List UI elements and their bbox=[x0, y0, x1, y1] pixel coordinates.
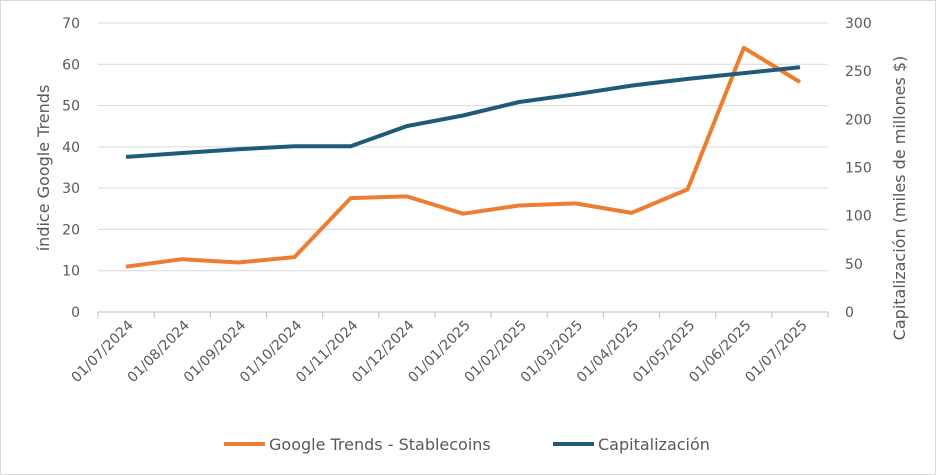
series-line-capitalizacion bbox=[125, 65, 801, 159]
data-point-capitalizacion bbox=[743, 72, 745, 74]
series-layer bbox=[125, 45, 801, 269]
gridlines bbox=[98, 22, 828, 272]
legend-label-capitalizacion: Capitalización bbox=[598, 435, 710, 454]
y-left-tick-label: 60 bbox=[62, 57, 80, 73]
legend-item-capitalizacion: Capitalización bbox=[553, 435, 710, 454]
legend: Google Trends - Stablecoins Capitalizaci… bbox=[224, 435, 710, 454]
y-left-axis-title: índice Google Trends bbox=[34, 85, 53, 252]
y-left-tick-label: 0 bbox=[71, 305, 80, 321]
data-point-capitalizacion bbox=[518, 101, 520, 103]
data-point-capitalizacion bbox=[462, 114, 464, 116]
data-point-capitalizacion bbox=[574, 93, 576, 95]
data-point-capitalizacion bbox=[406, 125, 408, 127]
y-left-tick-label: 50 bbox=[62, 99, 80, 115]
data-point-google-trends bbox=[406, 195, 408, 197]
y-right-tick-label: 250 bbox=[845, 64, 872, 80]
data-point-capitalizacion bbox=[125, 156, 127, 158]
y-left-tick-label: 20 bbox=[62, 222, 80, 238]
data-point-google-trends bbox=[687, 188, 689, 190]
legend-item-google-trends: Google Trends - Stablecoins bbox=[224, 435, 491, 454]
y-right-tick-label: 200 bbox=[845, 112, 872, 128]
data-point-google-trends bbox=[518, 204, 520, 206]
data-point-google-trends bbox=[237, 261, 239, 263]
data-point-capitalizacion bbox=[237, 148, 239, 150]
data-point-google-trends bbox=[181, 258, 183, 260]
data-point-capitalizacion bbox=[630, 85, 632, 87]
y-right-axis-title: Capitalización (miles de millones $) bbox=[890, 56, 909, 341]
data-point-google-trends bbox=[294, 256, 296, 258]
legend-label-google-trends: Google Trends - Stablecoins bbox=[269, 435, 491, 454]
data-point-google-trends bbox=[743, 47, 745, 49]
data-point-capitalizacion bbox=[350, 145, 352, 147]
y-right-tick-label: 100 bbox=[845, 209, 872, 225]
y-left-tick-label: 70 bbox=[62, 16, 80, 32]
data-point-google-trends bbox=[799, 81, 801, 83]
data-point-capitalizacion bbox=[799, 66, 801, 68]
y-right-tick-label: 0 bbox=[845, 305, 854, 321]
y-right-tick-label: 300 bbox=[845, 16, 872, 32]
data-point-google-trends bbox=[462, 213, 464, 215]
data-point-google-trends bbox=[630, 212, 632, 214]
y-right-tick-label: 50 bbox=[845, 257, 863, 273]
y-right-axis: 0 50 100 150 200 250 300 bbox=[845, 16, 872, 321]
data-point-google-trends bbox=[574, 202, 576, 204]
data-point-capitalizacion bbox=[687, 78, 689, 80]
data-point-google-trends bbox=[125, 266, 127, 268]
y-right-tick-label: 150 bbox=[845, 161, 872, 177]
y-left-tick-label: 10 bbox=[62, 264, 80, 280]
series-line-google-trends bbox=[125, 45, 801, 269]
data-point-capitalizacion bbox=[294, 145, 296, 147]
x-axis: 01/07/202401/08/202401/09/202401/10/2024… bbox=[69, 311, 829, 386]
y-left-tick-label: 30 bbox=[62, 181, 80, 197]
data-point-google-trends bbox=[350, 197, 352, 199]
y-left-tick-label: 40 bbox=[62, 140, 80, 156]
y-left-axis: 0 10 20 30 40 50 60 70 bbox=[62, 16, 80, 321]
data-point-capitalizacion bbox=[181, 152, 183, 154]
